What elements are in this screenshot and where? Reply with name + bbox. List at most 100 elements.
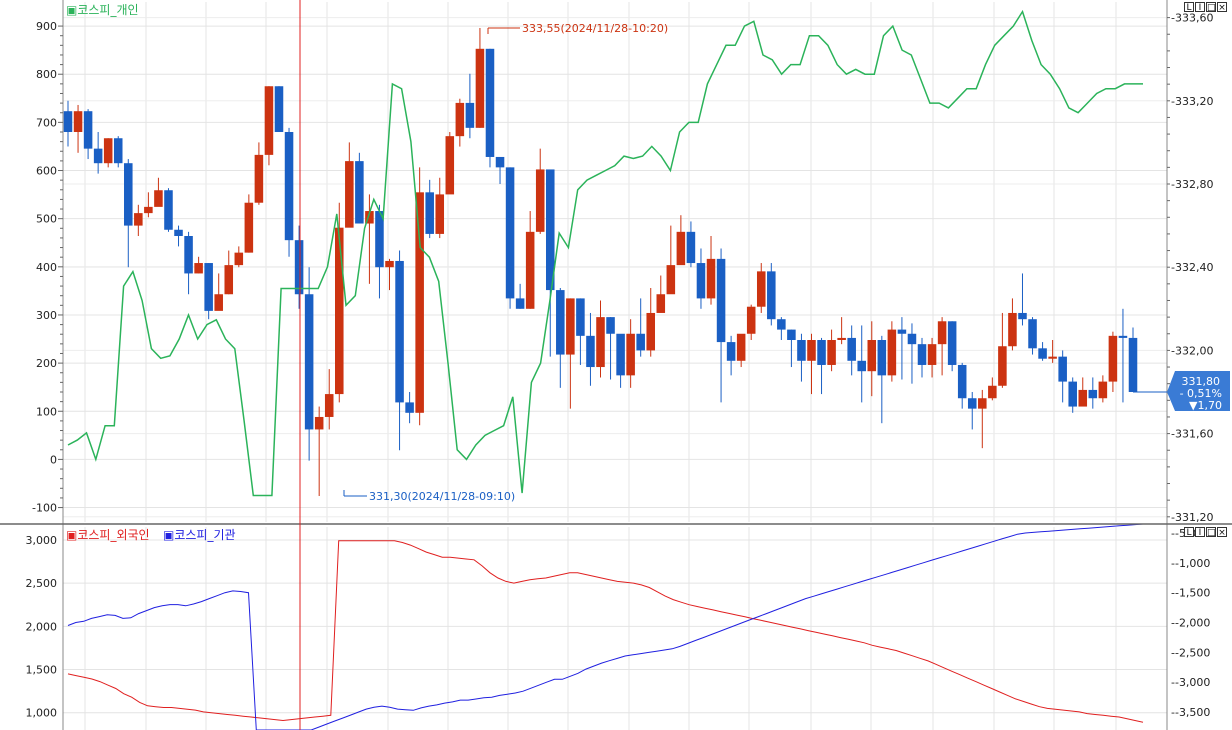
candle-body <box>324 394 334 417</box>
pane1-info-button[interactable]: I <box>1195 2 1205 13</box>
candle-body <box>817 340 826 365</box>
candle-body <box>485 48 495 157</box>
tick-labels: 900 800 700 600 500 400 300 200 100 0 -100 -333,60 -… <box>26 3 1214 720</box>
candle-body <box>63 111 73 132</box>
candle-body <box>957 364 967 399</box>
candle-body <box>666 265 676 295</box>
right-tick-label: --2,000 <box>1171 617 1210 630</box>
candle-body <box>475 48 485 128</box>
candle-body <box>144 206 153 214</box>
candle-body <box>827 340 836 365</box>
candle-body <box>1028 319 1037 349</box>
candle-body <box>1098 381 1108 399</box>
left-tick-label: 200 <box>36 357 57 370</box>
foreign-line <box>67 540 1144 723</box>
candle-body <box>746 306 756 334</box>
lower-legend-institution: ▣코스피_기관 <box>163 528 236 542</box>
candle-body <box>1068 381 1077 407</box>
candle-body <box>83 111 93 149</box>
pane1-legend-toggle-button[interactable]: L <box>1184 2 1194 13</box>
candle-body <box>576 298 585 336</box>
left-tick-label: 300 <box>36 309 57 322</box>
left-tick-label: 2,500 <box>26 577 58 590</box>
candle-body <box>435 194 445 234</box>
candle-body <box>947 321 957 365</box>
price-tag-change: ▼1,70 <box>1189 399 1222 412</box>
left-tick-label: 500 <box>36 213 57 226</box>
candle-body <box>294 240 304 295</box>
retail-line-series <box>67 9 1143 497</box>
candle-body <box>726 342 736 361</box>
candle-body <box>706 258 716 299</box>
candle-body <box>787 329 796 340</box>
institution-line <box>67 523 1144 730</box>
candle-body <box>124 163 133 226</box>
overlay: 333,55(2024/11/28-10:20) 331,30(2024/11/2… <box>299 0 1230 730</box>
price-tag-price: 331,80 <box>1182 375 1221 388</box>
left-tick-label: 100 <box>36 405 57 418</box>
candle-body <box>385 260 394 268</box>
candle-body <box>274 86 284 132</box>
right-tick-label: --2,500 <box>1171 646 1210 659</box>
candle-body <box>616 333 625 376</box>
candle-body <box>244 202 254 253</box>
candle-body <box>777 319 786 330</box>
candle-body <box>455 102 465 137</box>
candle-body <box>174 229 183 236</box>
candle-body <box>395 260 404 403</box>
candle-body <box>515 298 525 309</box>
candle-body <box>736 333 746 361</box>
candle-body <box>345 161 354 228</box>
candle-body <box>867 340 877 372</box>
right-tick-label: --1,000 <box>1171 557 1210 570</box>
candle-body <box>304 294 314 430</box>
pane2-legend-toggle-button[interactable]: L <box>1184 527 1194 538</box>
candle-body <box>1058 356 1067 382</box>
candle-body <box>525 231 535 309</box>
pane2-close-button[interactable]: × <box>1217 527 1227 538</box>
price-tag-pct: - 0,51% <box>1180 387 1222 400</box>
candle-body <box>1088 389 1098 399</box>
candle-body <box>1108 335 1118 382</box>
candle-body <box>154 190 163 207</box>
left-tick-label: 800 <box>36 68 57 81</box>
right-tick-label: -331,60 <box>1171 428 1213 441</box>
candle-body <box>656 294 666 313</box>
pane2-info-button[interactable]: I <box>1195 527 1205 538</box>
pane1-maximize-button[interactable]: □ <box>1206 2 1216 13</box>
right-tick-label: -331,20 <box>1171 511 1213 524</box>
candle-body <box>716 258 726 343</box>
candle-body <box>1128 337 1138 392</box>
candle-body <box>1118 335 1128 338</box>
candle-body <box>877 340 887 376</box>
candle-body <box>606 317 615 334</box>
right-tick-label: -332,00 <box>1171 344 1213 357</box>
candle-body <box>194 263 203 274</box>
candle-body <box>927 344 937 365</box>
low-annotation: 331,30(2024/11/28-09:10) <box>369 490 515 503</box>
left-tick-label: 700 <box>36 116 57 129</box>
candle-body <box>626 333 635 376</box>
candle-body <box>214 294 223 311</box>
candle-body <box>204 263 213 311</box>
left-tick-label: 1,500 <box>26 664 58 677</box>
candle-body <box>847 337 856 361</box>
candle-body <box>415 192 424 413</box>
candle-body <box>917 344 927 365</box>
left-tick-label: 900 <box>36 20 57 33</box>
left-tick-label: -100 <box>32 502 57 515</box>
candle-body <box>566 298 575 355</box>
pane1-close-button[interactable]: × <box>1217 2 1227 13</box>
candle-body <box>857 360 866 372</box>
candlestick-series <box>63 28 1138 496</box>
candle-body <box>1008 312 1017 347</box>
candle-body <box>596 317 605 368</box>
candle-body <box>897 329 907 334</box>
candle-body <box>756 271 766 307</box>
candle-body <box>93 148 103 164</box>
candle-body <box>998 346 1007 386</box>
candle-body <box>314 416 324 430</box>
candle-body <box>73 111 83 132</box>
pane2-maximize-button[interactable]: □ <box>1206 527 1216 538</box>
